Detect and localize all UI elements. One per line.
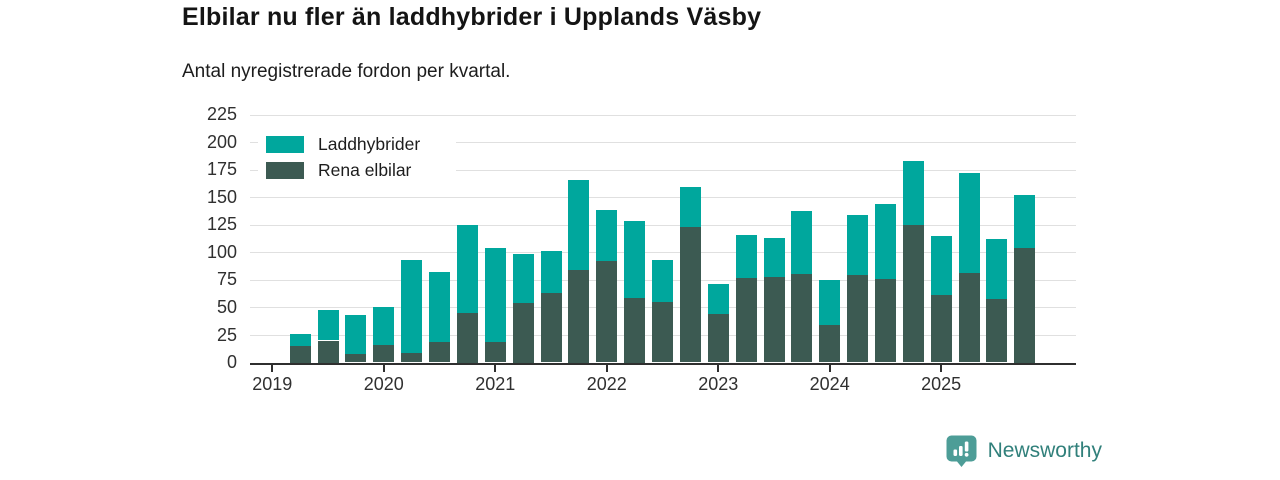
bar-laddhybrider-2022-q2 bbox=[624, 220, 646, 298]
x-tick-label-2024: 2024 bbox=[809, 373, 850, 394]
bar-rena-elbilar-2020-q4 bbox=[456, 313, 478, 363]
bar-laddhybrider-2019-q2 bbox=[289, 333, 311, 346]
bar-laddhybrider-2021-q3 bbox=[540, 251, 562, 294]
y-tick-label-50: 50 bbox=[216, 296, 237, 317]
bar-rena-elbilar-2021-q4 bbox=[568, 270, 590, 363]
bar-rena-elbilar-2023-q3 bbox=[763, 276, 785, 363]
legend-item-rena-elbilar: Rena elbilar bbox=[266, 159, 456, 180]
x-tick-2025 bbox=[940, 364, 943, 372]
bar-rena-elbilar-2023-q1 bbox=[707, 314, 729, 363]
legend-label-laddhybrider: Laddhybrider bbox=[318, 133, 421, 154]
gridline-100 bbox=[250, 252, 1076, 254]
bar-laddhybrider-2023-q4 bbox=[791, 210, 813, 275]
y-tick-label-0: 0 bbox=[226, 352, 237, 372]
gridline-125 bbox=[250, 224, 1076, 226]
y-tick-label-25: 25 bbox=[216, 324, 237, 345]
bar-rena-elbilar-2022-q1 bbox=[596, 261, 618, 363]
x-tick-label-2025: 2025 bbox=[921, 373, 962, 394]
x-tick-2019 bbox=[271, 364, 274, 372]
bar-rena-elbilar-2025-q4 bbox=[1014, 248, 1036, 363]
bar-rena-elbilar-2019-q4 bbox=[345, 353, 367, 363]
bar-rena-elbilar-2024-q2 bbox=[847, 274, 869, 363]
bar-rena-elbilar-2022-q4 bbox=[679, 227, 701, 363]
bar-laddhybrider-2022-q1 bbox=[596, 209, 618, 262]
bar-laddhybrider-2023-q1 bbox=[707, 284, 729, 314]
bar-rena-elbilar-2022-q2 bbox=[624, 297, 646, 363]
x-tick-2021 bbox=[494, 364, 497, 372]
bar-laddhybrider-2021-q2 bbox=[512, 253, 534, 303]
bar-laddhybrider-2025-q4 bbox=[1014, 195, 1036, 248]
x-tick-label-2021: 2021 bbox=[475, 373, 516, 394]
bar-rena-elbilar-2024-q3 bbox=[874, 278, 896, 363]
y-tick-label-225: 225 bbox=[206, 104, 237, 125]
bar-rena-elbilar-2021-q3 bbox=[540, 293, 562, 363]
bar-laddhybrider-2020-q3 bbox=[429, 272, 450, 342]
bar-laddhybrider-2021-q4 bbox=[568, 179, 590, 270]
bar-laddhybrider-2023-q2 bbox=[735, 234, 757, 278]
bar-rena-elbilar-2019-q2 bbox=[289, 346, 311, 363]
bar-laddhybrider-2024-q1 bbox=[819, 279, 841, 325]
x-axis-line bbox=[250, 362, 1076, 365]
bar-laddhybrider-2024-q3 bbox=[874, 204, 896, 279]
y-tick-label-150: 150 bbox=[206, 186, 237, 207]
x-tick-label-2023: 2023 bbox=[698, 373, 739, 394]
bar-laddhybrider-2025-q1 bbox=[930, 235, 952, 296]
bar-rena-elbilar-2025-q3 bbox=[986, 298, 1008, 363]
bar-rena-elbilar-2020-q3 bbox=[429, 341, 450, 363]
legend-item-laddhybrider: Laddhybrider bbox=[266, 133, 456, 154]
gridline-225 bbox=[250, 114, 1076, 116]
newsworthy-brand-link[interactable]: Newsworthy bbox=[944, 433, 1102, 468]
legend-label-rena-elbilar: Rena elbilar bbox=[318, 159, 412, 180]
bar-laddhybrider-2025-q3 bbox=[986, 239, 1008, 299]
legend: Laddhybrider Rena elbilar bbox=[258, 125, 456, 191]
y-tick-label-200: 200 bbox=[206, 131, 237, 152]
y-tick-label-75: 75 bbox=[216, 269, 237, 290]
bar-laddhybrider-2020-q2 bbox=[401, 260, 423, 353]
bar-laddhybrider-2023-q3 bbox=[763, 238, 785, 277]
bar-laddhybrider-2025-q2 bbox=[958, 173, 980, 274]
bar-rena-elbilar-2020-q1 bbox=[373, 344, 395, 363]
bar-laddhybrider-2019-q4 bbox=[345, 315, 367, 354]
x-tick-label-2019: 2019 bbox=[252, 373, 293, 394]
chart-subtitle: Antal nyregistrerade fordon per kvartal. bbox=[182, 61, 511, 82]
bar-rena-elbilar-2021-q2 bbox=[512, 303, 534, 363]
bar-rena-elbilar-2021-q1 bbox=[484, 341, 506, 363]
x-tick-2020 bbox=[382, 364, 385, 372]
bar-laddhybrider-2020-q1 bbox=[373, 307, 395, 345]
bar-rena-elbilar-2025-q1 bbox=[930, 295, 952, 363]
bar-laddhybrider-2020-q4 bbox=[456, 224, 478, 313]
newsworthy-logo-icon bbox=[944, 433, 979, 468]
chart-title: Elbilar nu fler än laddhybrider i Upplan… bbox=[182, 3, 762, 31]
x-tick-2022 bbox=[605, 364, 608, 372]
bar-rena-elbilar-2023-q2 bbox=[735, 277, 757, 363]
legend-swatch-rena-elbilar bbox=[266, 161, 304, 179]
bar-rena-elbilar-2023-q4 bbox=[791, 274, 813, 363]
bar-laddhybrider-2024-q2 bbox=[847, 215, 869, 275]
bar-laddhybrider-2024-q4 bbox=[902, 161, 924, 225]
y-tick-label-175: 175 bbox=[206, 159, 237, 180]
gridline-150 bbox=[250, 197, 1076, 199]
x-tick-label-2020: 2020 bbox=[363, 373, 404, 394]
bar-rena-elbilar-2024-q4 bbox=[902, 224, 924, 363]
y-tick-label-125: 125 bbox=[206, 214, 237, 235]
bar-laddhybrider-2022-q3 bbox=[652, 260, 673, 302]
bar-rena-elbilar-2019-q3 bbox=[317, 340, 339, 363]
bar-laddhybrider-2021-q1 bbox=[484, 248, 506, 342]
legend-swatch-laddhybrider bbox=[266, 135, 304, 153]
bar-rena-elbilar-2020-q2 bbox=[401, 352, 423, 363]
x-tick-label-2022: 2022 bbox=[586, 373, 627, 394]
bar-laddhybrider-2019-q3 bbox=[317, 309, 339, 341]
x-tick-2024 bbox=[828, 364, 831, 372]
bar-rena-elbilar-2024-q1 bbox=[819, 325, 841, 363]
bar-rena-elbilar-2025-q2 bbox=[958, 273, 980, 363]
bar-laddhybrider-2022-q4 bbox=[679, 187, 701, 227]
y-tick-label-100: 100 bbox=[206, 241, 237, 262]
newsworthy-brand-text: Newsworthy bbox=[987, 438, 1102, 462]
gridline-175 bbox=[250, 169, 1076, 171]
x-tick-2023 bbox=[717, 364, 720, 372]
bar-rena-elbilar-2022-q3 bbox=[652, 301, 673, 363]
gridline-200 bbox=[250, 142, 1076, 144]
